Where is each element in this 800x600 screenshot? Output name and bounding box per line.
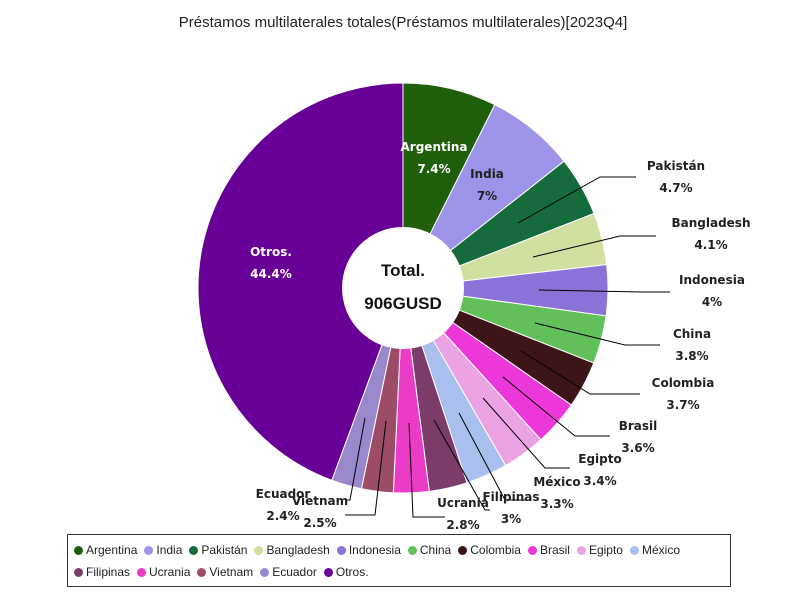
legend-swatch-icon: [576, 545, 586, 555]
leader-line-colombia: [520, 350, 640, 395]
legend-swatch-icon: [74, 567, 83, 577]
center-label-line-1: Total.: [381, 261, 425, 280]
leader-line-filipinas: [433, 419, 490, 511]
legend-row-1: Argentina India Pakistán Bangladesh Indonesi…: [74, 543, 687, 557]
leader-line-indonesia: [538, 289, 670, 293]
legend-item-china[interactable]: China: [407, 543, 452, 557]
slice-value-india: 7%: [477, 189, 497, 203]
legend-swatch-icon: [458, 545, 468, 555]
slice-value-mexico: 3.3%: [540, 497, 573, 511]
legend-label: Brasil: [539, 543, 570, 557]
slice-label-egipto: Egipto: [578, 452, 621, 466]
leader-line-ecuador: [345, 417, 366, 501]
legend-swatch-icon: [527, 545, 537, 555]
leader-line-pakistan: [517, 176, 636, 224]
slice-value-bangladesh: 4.1%: [694, 238, 727, 252]
legend-item-ucrania[interactable]: Ucrania: [137, 565, 190, 579]
slice-label-mexico: México: [533, 475, 580, 489]
slice-value-argentina: 7.4%: [417, 162, 450, 176]
legend-label: Egipto: [588, 543, 623, 557]
leader-line-brasil: [502, 376, 610, 437]
slice-value-vietnam: 2.5%: [303, 516, 336, 530]
legend-item-mexico[interactable]: México: [629, 543, 680, 557]
leader-lines: [345, 176, 670, 518]
slice-value-china: 3.8%: [675, 349, 708, 363]
legend-label: Filipinas: [86, 565, 131, 579]
slice-value-brasil: 3.6%: [621, 441, 654, 455]
legend-label: Colombia: [470, 543, 521, 557]
legend-item-vietnam[interactable]: Vietnam: [197, 565, 253, 579]
legend-swatch-icon: [629, 545, 639, 555]
center-label-total: 906GUSD: [364, 294, 441, 313]
center-hole: [342, 227, 464, 349]
legend-label: China: [419, 543, 452, 557]
slice-label-ucrania: Ucrania: [437, 496, 489, 510]
slice-value-pakistan: 4.7%: [659, 181, 692, 195]
legend-label: México: [641, 543, 680, 557]
leader-line-mexico: [458, 412, 530, 501]
slice-label-china: China: [673, 327, 711, 341]
slice-value-ecuador: 2.4%: [266, 509, 299, 523]
legend-row-2: Filipinas Ucrania Vietnam Ecuador Otros.: [74, 565, 376, 579]
legend-label: India: [156, 543, 183, 557]
legend-item-colombia[interactable]: Colombia: [458, 543, 521, 557]
legend-swatch-icon: [336, 545, 346, 555]
legend-item-pakistan[interactable]: Pakistán: [189, 543, 247, 557]
legend-label: Ecuador: [272, 565, 317, 579]
slice-value-colombia: 3.7%: [666, 398, 699, 412]
legend-swatch-icon: [137, 567, 147, 577]
slice-value-ucrania: 2.8%: [446, 518, 479, 532]
slice-value-filipinas: 3%: [501, 512, 521, 526]
slice-value-otros: 44.4%: [250, 267, 292, 281]
legend-swatch-icon: [254, 545, 264, 555]
legend-label: Bangladesh: [266, 543, 330, 557]
legend-item-indonesia[interactable]: Indonesia: [336, 543, 401, 557]
legend-item-filipinas[interactable]: Filipinas: [74, 565, 130, 579]
slice-label-argentina: Argentina: [401, 140, 468, 154]
slice-labels: Argentina 7.4% India 7% Pakistán 4.7% Banglade…: [250, 140, 750, 532]
leader-line-vietnam: [345, 420, 387, 516]
slice-label-filipinas: Filipinas: [482, 490, 539, 504]
leader-line-china: [534, 322, 660, 346]
chart-title: Préstamos multilaterales totales(Préstam…: [179, 14, 628, 31]
legend-label: Otros.: [335, 565, 369, 579]
slice-label-indonesia: Indonesia: [679, 273, 745, 287]
legend-label: Argentina: [86, 543, 138, 557]
slice-label-pakistan: Pakistán: [647, 159, 705, 173]
legend: Argentina India Pakistán Bangladesh Indonesi…: [67, 534, 731, 587]
slice-label-brasil: Brasil: [619, 419, 658, 433]
legend-item-ecuador[interactable]: Ecuador: [260, 565, 317, 579]
legend-item-egipto[interactable]: Egipto: [576, 543, 623, 557]
legend-swatch-icon: [323, 567, 333, 577]
legend-label: Indonesia: [348, 543, 401, 557]
legend-item-india[interactable]: India: [144, 543, 182, 557]
slice-value-egipto: 3.4%: [583, 474, 616, 488]
legend-swatch-icon: [189, 545, 199, 555]
slice-label-ecuador: Ecuador: [256, 487, 311, 501]
legend-swatch-icon: [74, 545, 83, 555]
legend-label: Vietnam: [209, 565, 254, 579]
slice-label-vietnam: Vietnam: [292, 494, 348, 508]
pie-slice-otros: [197, 82, 404, 481]
leader-line-ucrania: [408, 422, 445, 518]
legend-label: Pakistán: [201, 543, 248, 557]
legend-swatch-icon: [407, 545, 417, 555]
slice-label-colombia: Colombia: [652, 376, 715, 390]
slice-label-india: India: [470, 167, 504, 181]
legend-swatch-icon: [260, 567, 270, 577]
legend-item-bangladesh[interactable]: Bangladesh: [254, 543, 330, 557]
legend-swatch-icon: [144, 545, 154, 555]
slice-label-otros: Otros.: [250, 245, 292, 259]
slice-label-bangladesh: Bangladesh: [671, 216, 750, 230]
legend-item-otros[interactable]: Otros.: [323, 565, 369, 579]
legend-label: Ucrania: [149, 565, 191, 579]
slice-value-indonesia: 4%: [702, 295, 722, 309]
leader-line-egipto: [482, 397, 570, 469]
legend-item-brasil[interactable]: Brasil: [527, 543, 570, 557]
legend-swatch-icon: [197, 567, 207, 577]
leader-line-bangladesh: [532, 235, 656, 258]
legend-item-argentina[interactable]: Argentina: [74, 543, 137, 557]
